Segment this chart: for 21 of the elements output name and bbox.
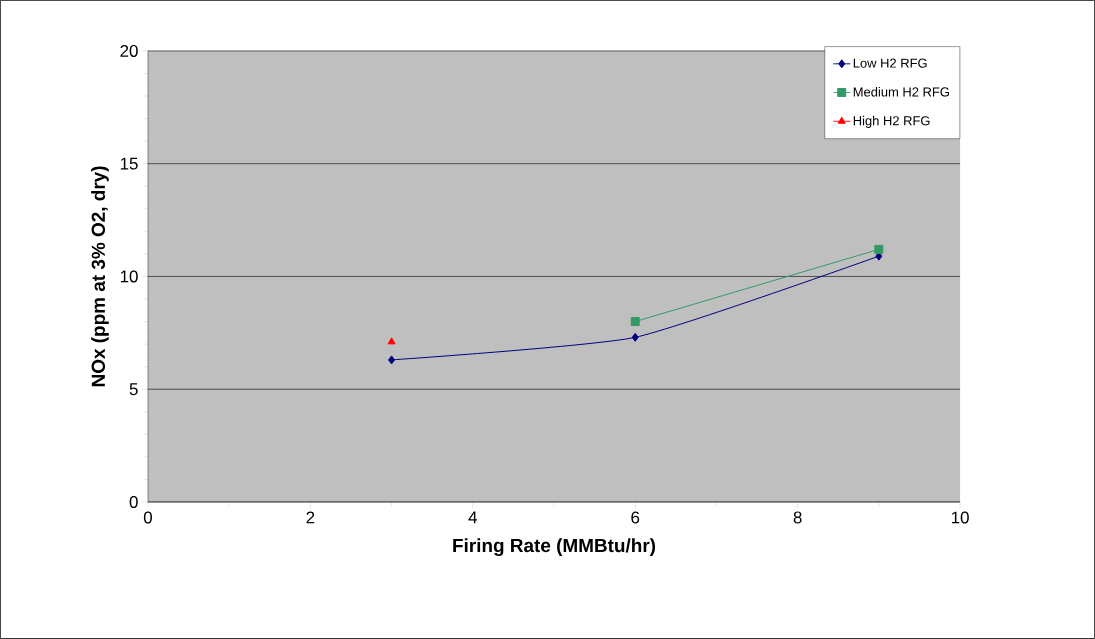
legend-label: Medium H2 RFG bbox=[853, 87, 949, 97]
y-tick-label: 20 bbox=[120, 44, 138, 57]
x-tick-label: 2 bbox=[306, 511, 315, 524]
point bbox=[630, 317, 640, 327]
x-tick-label: 6 bbox=[631, 511, 640, 524]
legend-label: High H2 RFG bbox=[853, 115, 930, 128]
x-tick-label: 0 bbox=[143, 511, 152, 524]
x-tick-label: 8 bbox=[793, 511, 802, 524]
x-tick-label: 4 bbox=[468, 511, 477, 524]
legend-label: Low H2 RFG bbox=[853, 58, 927, 68]
y-tick-label: 10 bbox=[120, 270, 138, 283]
y-tick-label: 5 bbox=[129, 383, 138, 396]
point bbox=[874, 244, 884, 254]
x-tick-label: 10 bbox=[951, 511, 969, 524]
y-tick-label: 15 bbox=[120, 157, 138, 170]
point bbox=[387, 337, 396, 345]
y-tick-label: 0 bbox=[129, 496, 138, 509]
point bbox=[631, 332, 639, 342]
x-axis-title: Firing Rate (MMBtu/hr) bbox=[453, 538, 656, 557]
point bbox=[388, 355, 396, 365]
y-axis-title: NOx (ppm at 3% O2, dry) bbox=[91, 166, 109, 387]
